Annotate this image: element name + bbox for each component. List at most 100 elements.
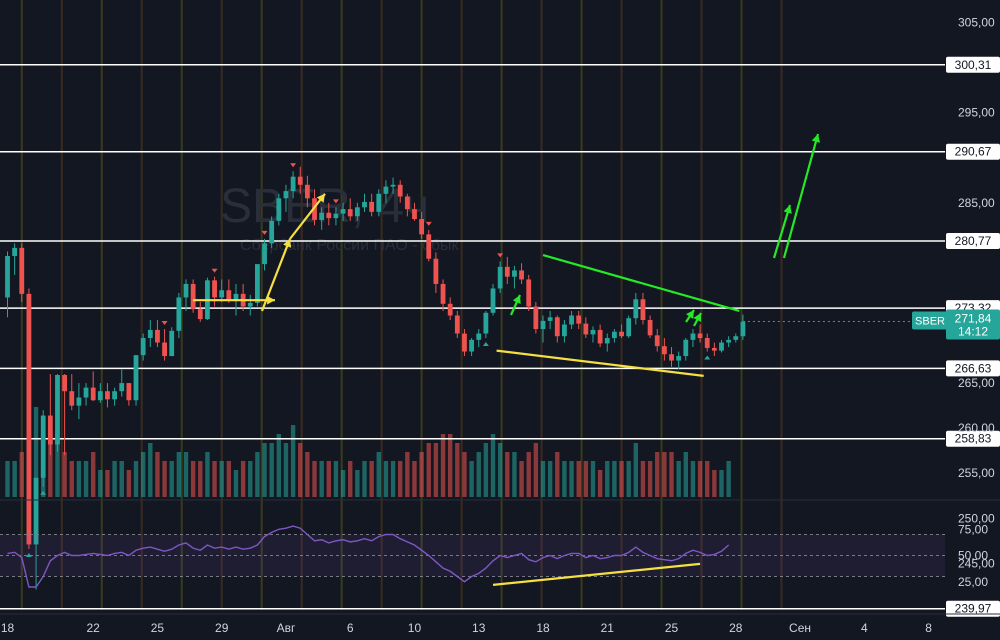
volume-bar [340, 470, 346, 497]
candle-body [726, 339, 732, 343]
time-tick-label: 29 [215, 621, 229, 635]
volume-bar [5, 461, 10, 497]
candle-body [547, 317, 553, 321]
rsi-line [7, 525, 730, 588]
session-break-lines [20, 0, 783, 610]
rsi-tick-label: 25,00 [958, 575, 988, 589]
sell-signal-marker [261, 230, 268, 235]
candle-body [733, 336, 739, 340]
candle-body [697, 333, 703, 339]
volume-bar [19, 452, 24, 497]
candle-body [597, 329, 603, 344]
candle-body [333, 213, 339, 219]
candle-body [540, 320, 546, 330]
candle-body [647, 320, 653, 336]
volume-bar [433, 443, 439, 497]
trendline [496, 349, 704, 377]
rsi-pane[interactable]: 75,00 50,00 25,00 [0, 499, 1000, 589]
candle-body [19, 247, 25, 294]
candle-body [426, 234, 432, 259]
volume-bar [726, 461, 731, 497]
candle-body [347, 209, 353, 217]
candle-body [319, 212, 325, 220]
price-tick-label: 260,00 [958, 421, 995, 435]
green-arrow-head [811, 134, 821, 143]
sell-signal-marker [290, 163, 297, 168]
volume-bar [683, 452, 688, 497]
price-tick-label: 245,00 [958, 556, 995, 570]
candle-body [354, 207, 360, 217]
candle-body [105, 391, 110, 400]
candle-body [255, 264, 260, 303]
volume-bar [462, 452, 467, 497]
candle-body [469, 339, 474, 352]
price-axis[interactable]: 300,31290,67280,77273,32266,63258,83239,… [742, 16, 1000, 617]
drawing-annotations[interactable] [193, 133, 821, 377]
volume-bar [326, 461, 331, 497]
volume-bar [355, 470, 360, 497]
candle-body [119, 383, 125, 392]
price-tick-label: 265,00 [958, 376, 995, 390]
volume-bar [262, 443, 267, 497]
candle-body [669, 354, 674, 361]
volume-bar [205, 452, 210, 497]
last-price-countdown: 14:12 [958, 324, 988, 338]
candle-body [740, 321, 746, 337]
price-tick-label: 285,00 [958, 196, 995, 210]
candle-body [212, 280, 217, 298]
volume-bar [676, 461, 681, 497]
time-axis[interactable]: 18 22 25 29 Авг 6 10 13 18 21 25 28 Сен 4 8 [0, 613, 1000, 635]
watermark-title: SBER, 4ч [220, 180, 429, 233]
candle-body [269, 220, 275, 244]
candle-body [304, 184, 310, 199]
candle-body [247, 302, 253, 307]
buy-signal-marker [704, 355, 711, 360]
volume-bar [390, 461, 396, 497]
volume-bar [33, 407, 39, 497]
volume-bar [540, 461, 546, 497]
rsi-tick-label: 75,00 [958, 522, 988, 536]
candle-body [626, 318, 632, 337]
volume-bar [440, 434, 446, 497]
volume-bar [48, 434, 53, 497]
level-price-box [946, 600, 1000, 617]
rsi-band [0, 534, 945, 577]
volume-bar [590, 461, 596, 497]
volume-bar [348, 461, 353, 497]
volume-bar [183, 452, 189, 497]
volume-bar [719, 470, 724, 497]
green-arrow-head [783, 205, 792, 214]
buy-signal-marker [40, 490, 47, 495]
volume-bar [148, 443, 153, 497]
volume-bar [269, 443, 274, 497]
candle-body [447, 303, 453, 316]
candle-body [462, 333, 467, 352]
candle-body [112, 391, 117, 400]
sell-signal-marker [332, 199, 339, 204]
horizontal-levels[interactable] [0, 64, 945, 610]
green-arrow-head [686, 310, 694, 319]
time-tick-label: 6 [347, 621, 354, 635]
volume-bar [555, 452, 560, 497]
candle-body [711, 347, 717, 351]
candle-body [562, 324, 567, 337]
volume-bar [405, 452, 410, 497]
candle-body [126, 383, 132, 401]
candlesticks[interactable] [5, 166, 746, 590]
candle-body [404, 196, 410, 210]
volume-bar [712, 470, 717, 497]
candle-body [454, 315, 460, 334]
candle-body [661, 346, 667, 355]
last-price-box [946, 309, 1000, 340]
time-tick-label: 18 [536, 621, 550, 635]
volume-bar [505, 452, 510, 497]
candle-body [197, 309, 203, 320]
volume-bar [583, 461, 589, 497]
candle-body [233, 293, 239, 302]
candle-body [476, 333, 482, 340]
volume-bar [533, 443, 539, 497]
sell-signal-marker [497, 253, 504, 258]
volume-bar [12, 461, 17, 497]
volume-bar [562, 461, 567, 497]
